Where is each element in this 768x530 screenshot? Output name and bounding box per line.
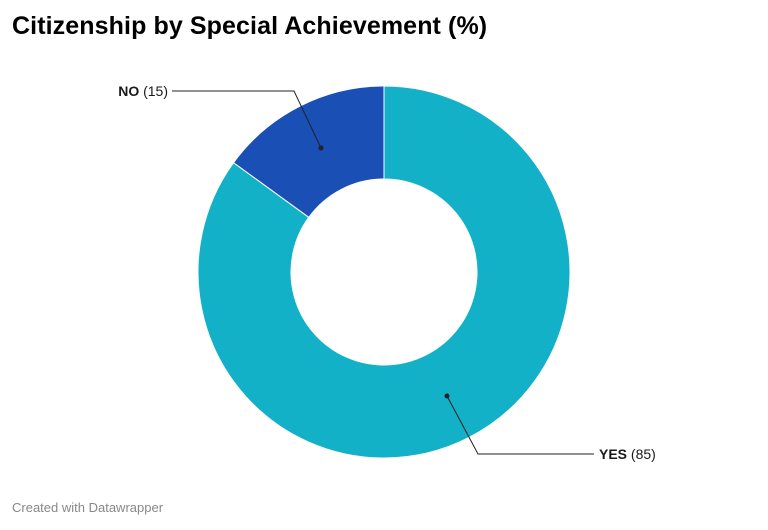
donut-slice-no: [232, 85, 385, 219]
donut-slices: [197, 85, 571, 459]
slice-label-value: (85): [627, 446, 656, 462]
slice-label-name: YES: [599, 446, 627, 462]
donut-slice-yes: [197, 85, 571, 459]
slice-label-name: NO: [118, 83, 139, 99]
slice-label-value: (15): [139, 83, 168, 99]
slice-label-no: NO (15): [118, 83, 168, 99]
leader-line-no: [172, 90, 322, 149]
leader-dot-no: [318, 145, 324, 151]
leader-lines: [172, 90, 594, 455]
leader-line-yes: [446, 395, 594, 455]
leader-dot-yes: [444, 393, 450, 399]
slice-label-yes: YES (85): [599, 446, 656, 462]
slice-labels: YES (85) NO (15): [118, 83, 656, 462]
chart-title: Citizenship by Special Achievement (%): [12, 12, 488, 40]
attribution-text: Created with Datawrapper: [12, 500, 164, 515]
